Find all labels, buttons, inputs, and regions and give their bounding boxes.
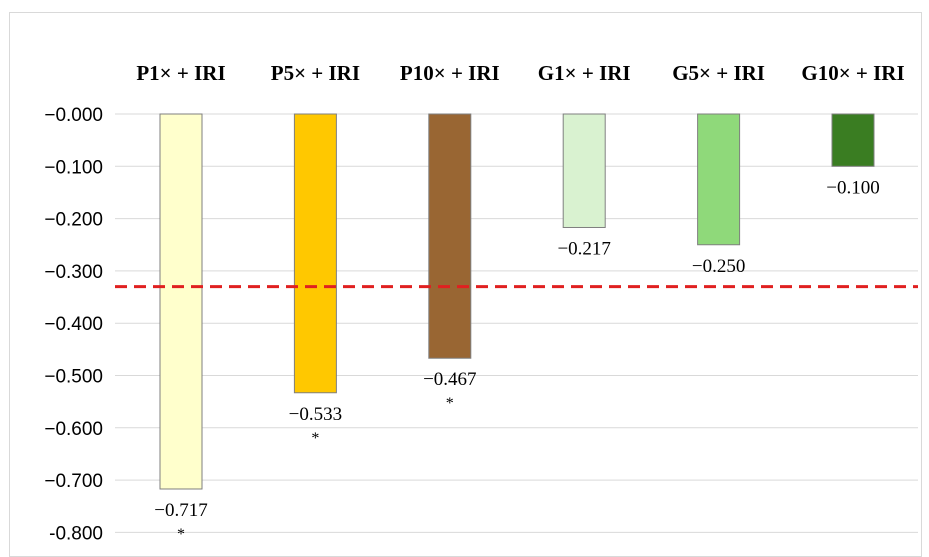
significance-marker: * — [446, 395, 454, 412]
bar — [428, 113, 472, 359]
data-labels: −0.717 * −0.533 * −0.467 * −0.217 −0.250 −0.100 — [154, 177, 879, 543]
category-label: P5× + IRI — [271, 61, 360, 85]
y-tick-label: -0.800 — [49, 523, 103, 544]
gridlines — [115, 113, 918, 533]
bar — [293, 113, 337, 394]
data-label: −0.467 — [423, 369, 476, 390]
category-label: G10× + IRI — [801, 61, 904, 85]
category-labels: P1× + IRI P5× + IRI P10× + IRI G1× + IRI G5×… — [136, 61, 904, 85]
bars — [159, 113, 875, 490]
data-label: −0.717 — [154, 500, 207, 521]
y-tick-label: −0.600 — [44, 419, 103, 440]
category-label: G1× + IRI — [538, 61, 631, 85]
y-tick-label: −0.300 — [44, 262, 103, 283]
data-label: −0.100 — [826, 177, 879, 198]
bar — [831, 113, 875, 167]
y-tick-label: −0.000 — [44, 105, 103, 126]
data-label: −0.533 — [289, 404, 342, 425]
bar — [159, 113, 203, 490]
data-label: −0.250 — [692, 256, 745, 277]
y-tick-label: −0.400 — [44, 314, 103, 335]
bar — [697, 113, 741, 246]
significance-marker: * — [177, 526, 185, 543]
y-tick-label: −0.700 — [44, 471, 103, 492]
y-tick-label: −0.500 — [44, 367, 103, 388]
bar — [562, 113, 606, 228]
significance-marker: * — [311, 430, 319, 447]
category-label: P10× + IRI — [400, 61, 500, 85]
data-label: −0.217 — [557, 238, 610, 259]
category-label: G5× + IRI — [672, 61, 765, 85]
category-label: P1× + IRI — [136, 61, 225, 85]
y-axis-tick-labels: −0.000 −0.100 −0.200 −0.300 −0.400 −0.500 −0.6… — [44, 105, 103, 544]
y-tick-label: −0.100 — [44, 157, 103, 178]
y-tick-label: −0.200 — [44, 210, 103, 231]
